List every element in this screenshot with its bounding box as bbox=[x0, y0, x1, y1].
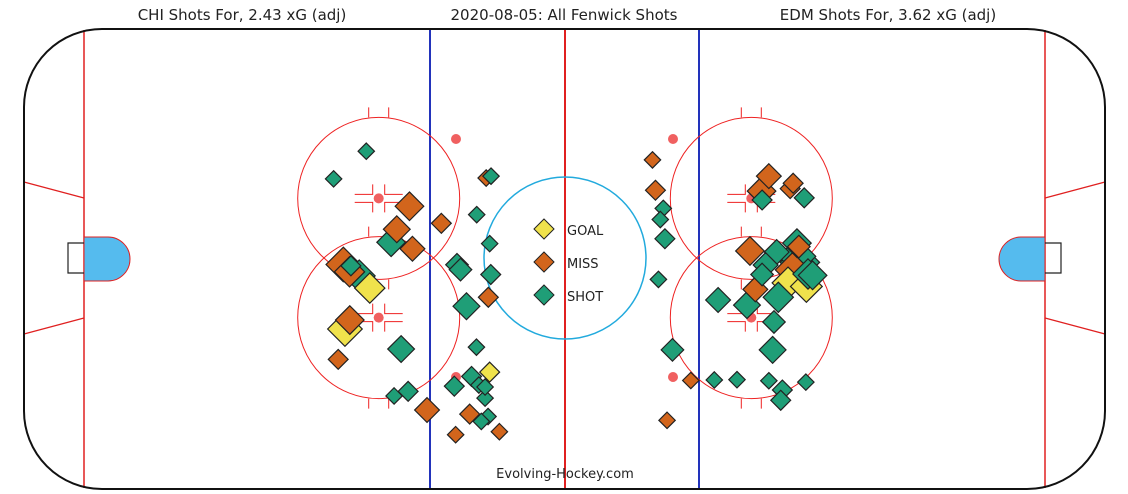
shot-marker-shot bbox=[481, 167, 501, 186]
shot-marker-shot bbox=[480, 234, 499, 253]
legend-miss-label: MISS bbox=[567, 257, 599, 272]
legend-shot-marker bbox=[533, 284, 555, 306]
shot-marker-miss bbox=[490, 422, 509, 441]
shot-marker-shot bbox=[357, 142, 376, 161]
chart-title: 2020-08-05: All Fenwick Shots bbox=[451, 6, 678, 24]
left-team-title: CHI Shots For, 2.43 xG (adj) bbox=[138, 6, 347, 24]
shot-marker-shot bbox=[761, 309, 787, 335]
rink-boards bbox=[23, 28, 1106, 490]
shot-marker-miss bbox=[399, 235, 426, 263]
shot-marker-miss bbox=[458, 403, 481, 425]
shot-marker-shot bbox=[758, 335, 787, 365]
shot-marker-shot bbox=[797, 260, 828, 291]
left-trapezoid-bottom bbox=[23, 317, 85, 335]
shot-marker-shot bbox=[796, 373, 815, 392]
shot-marker-goal bbox=[478, 361, 501, 383]
shot-marker-shot bbox=[651, 210, 670, 229]
center-faceoff-circle bbox=[483, 176, 647, 340]
shot-marker-miss bbox=[782, 172, 804, 194]
shot-marker-shot bbox=[751, 189, 773, 211]
shot-marker-goal bbox=[353, 272, 386, 305]
shot-markers bbox=[324, 142, 828, 444]
shot-marker-miss bbox=[382, 215, 412, 244]
shot-marker-miss bbox=[734, 235, 766, 267]
shot-marker-shot bbox=[660, 337, 685, 362]
right-net bbox=[1045, 242, 1062, 274]
shot-marker-miss bbox=[477, 286, 500, 309]
legend-miss-marker bbox=[533, 251, 555, 273]
shot-marker-shot bbox=[476, 389, 495, 408]
shot-marker-shot bbox=[443, 375, 466, 397]
shot-marker-miss bbox=[394, 191, 425, 222]
right-goal-crease bbox=[998, 236, 1046, 282]
shot-marker-miss bbox=[786, 234, 811, 259]
shot-marker-miss bbox=[446, 425, 465, 444]
shot-marker-miss bbox=[658, 411, 677, 430]
right-team-title: EDM Shots For, 3.62 xG (adj) bbox=[780, 6, 996, 24]
zone-faceoff-dot bbox=[373, 312, 384, 323]
shot-marker-shot bbox=[472, 412, 491, 431]
shot-marker-shot bbox=[793, 187, 816, 209]
zone-faceoff-circle bbox=[669, 116, 833, 280]
shot-marker-shot bbox=[649, 270, 668, 289]
right-trapezoid-top bbox=[1044, 181, 1106, 199]
zone-faceoff-dot bbox=[373, 193, 384, 204]
shot-marker-miss bbox=[755, 162, 783, 190]
shot-marker-miss bbox=[413, 396, 441, 424]
shot-marker-shot bbox=[654, 227, 676, 250]
legend: GOAL MISS SHOT bbox=[533, 218, 604, 306]
shot-marker-miss bbox=[430, 212, 453, 235]
shot-marker-shot bbox=[467, 205, 486, 224]
shot-marker-shot bbox=[479, 263, 502, 286]
legend-shot-label: SHOT bbox=[567, 290, 603, 305]
neutral-dot bbox=[668, 134, 678, 144]
shot-marker-shot bbox=[759, 371, 778, 390]
legend-goal-label: GOAL bbox=[567, 224, 604, 239]
neutral-dot bbox=[668, 372, 678, 382]
shot-marker-shot bbox=[762, 281, 795, 314]
shot-marker-shot bbox=[727, 370, 747, 389]
shot-marker-shot bbox=[385, 386, 404, 405]
shot-marker-miss bbox=[681, 371, 700, 390]
neutral-dot bbox=[451, 134, 461, 144]
shot-marker-shot bbox=[340, 255, 362, 277]
right-trapezoid-bottom bbox=[1044, 317, 1106, 335]
source-credit: Evolving-Hockey.com bbox=[496, 467, 634, 482]
faceoff-hashmarks bbox=[354, 184, 403, 213]
zone-faceoff-circle bbox=[669, 236, 833, 400]
shot-marker-shot bbox=[749, 262, 775, 287]
legend-goal-marker bbox=[533, 218, 555, 240]
faceoff-hashmarks bbox=[354, 303, 403, 332]
shot-marker-miss bbox=[327, 348, 349, 371]
rink-markings bbox=[23, 29, 1106, 489]
shot-marker-miss bbox=[742, 276, 769, 303]
shot-marker-shot bbox=[705, 370, 724, 389]
shot-marker-shot bbox=[397, 380, 419, 403]
left-trapezoid-top bbox=[23, 181, 85, 199]
shot-marker-shot bbox=[448, 257, 473, 282]
shot-marker-shot bbox=[704, 286, 732, 314]
zone-faceoff-circle bbox=[297, 236, 461, 400]
left-net bbox=[67, 242, 84, 274]
shot-marker-shot bbox=[476, 377, 495, 397]
shot-marker-miss bbox=[644, 179, 667, 202]
shot-marker-shot bbox=[452, 291, 481, 321]
shot-marker-miss bbox=[334, 304, 365, 336]
shot-marker-shot bbox=[467, 338, 486, 357]
shot-marker-shot bbox=[769, 389, 792, 412]
shot-marker-shot bbox=[324, 169, 343, 188]
shot-marker-shot bbox=[386, 334, 416, 364]
zone-faceoff-circle bbox=[297, 116, 461, 280]
left-goal-crease bbox=[83, 236, 131, 282]
shot-marker-miss bbox=[643, 150, 662, 169]
